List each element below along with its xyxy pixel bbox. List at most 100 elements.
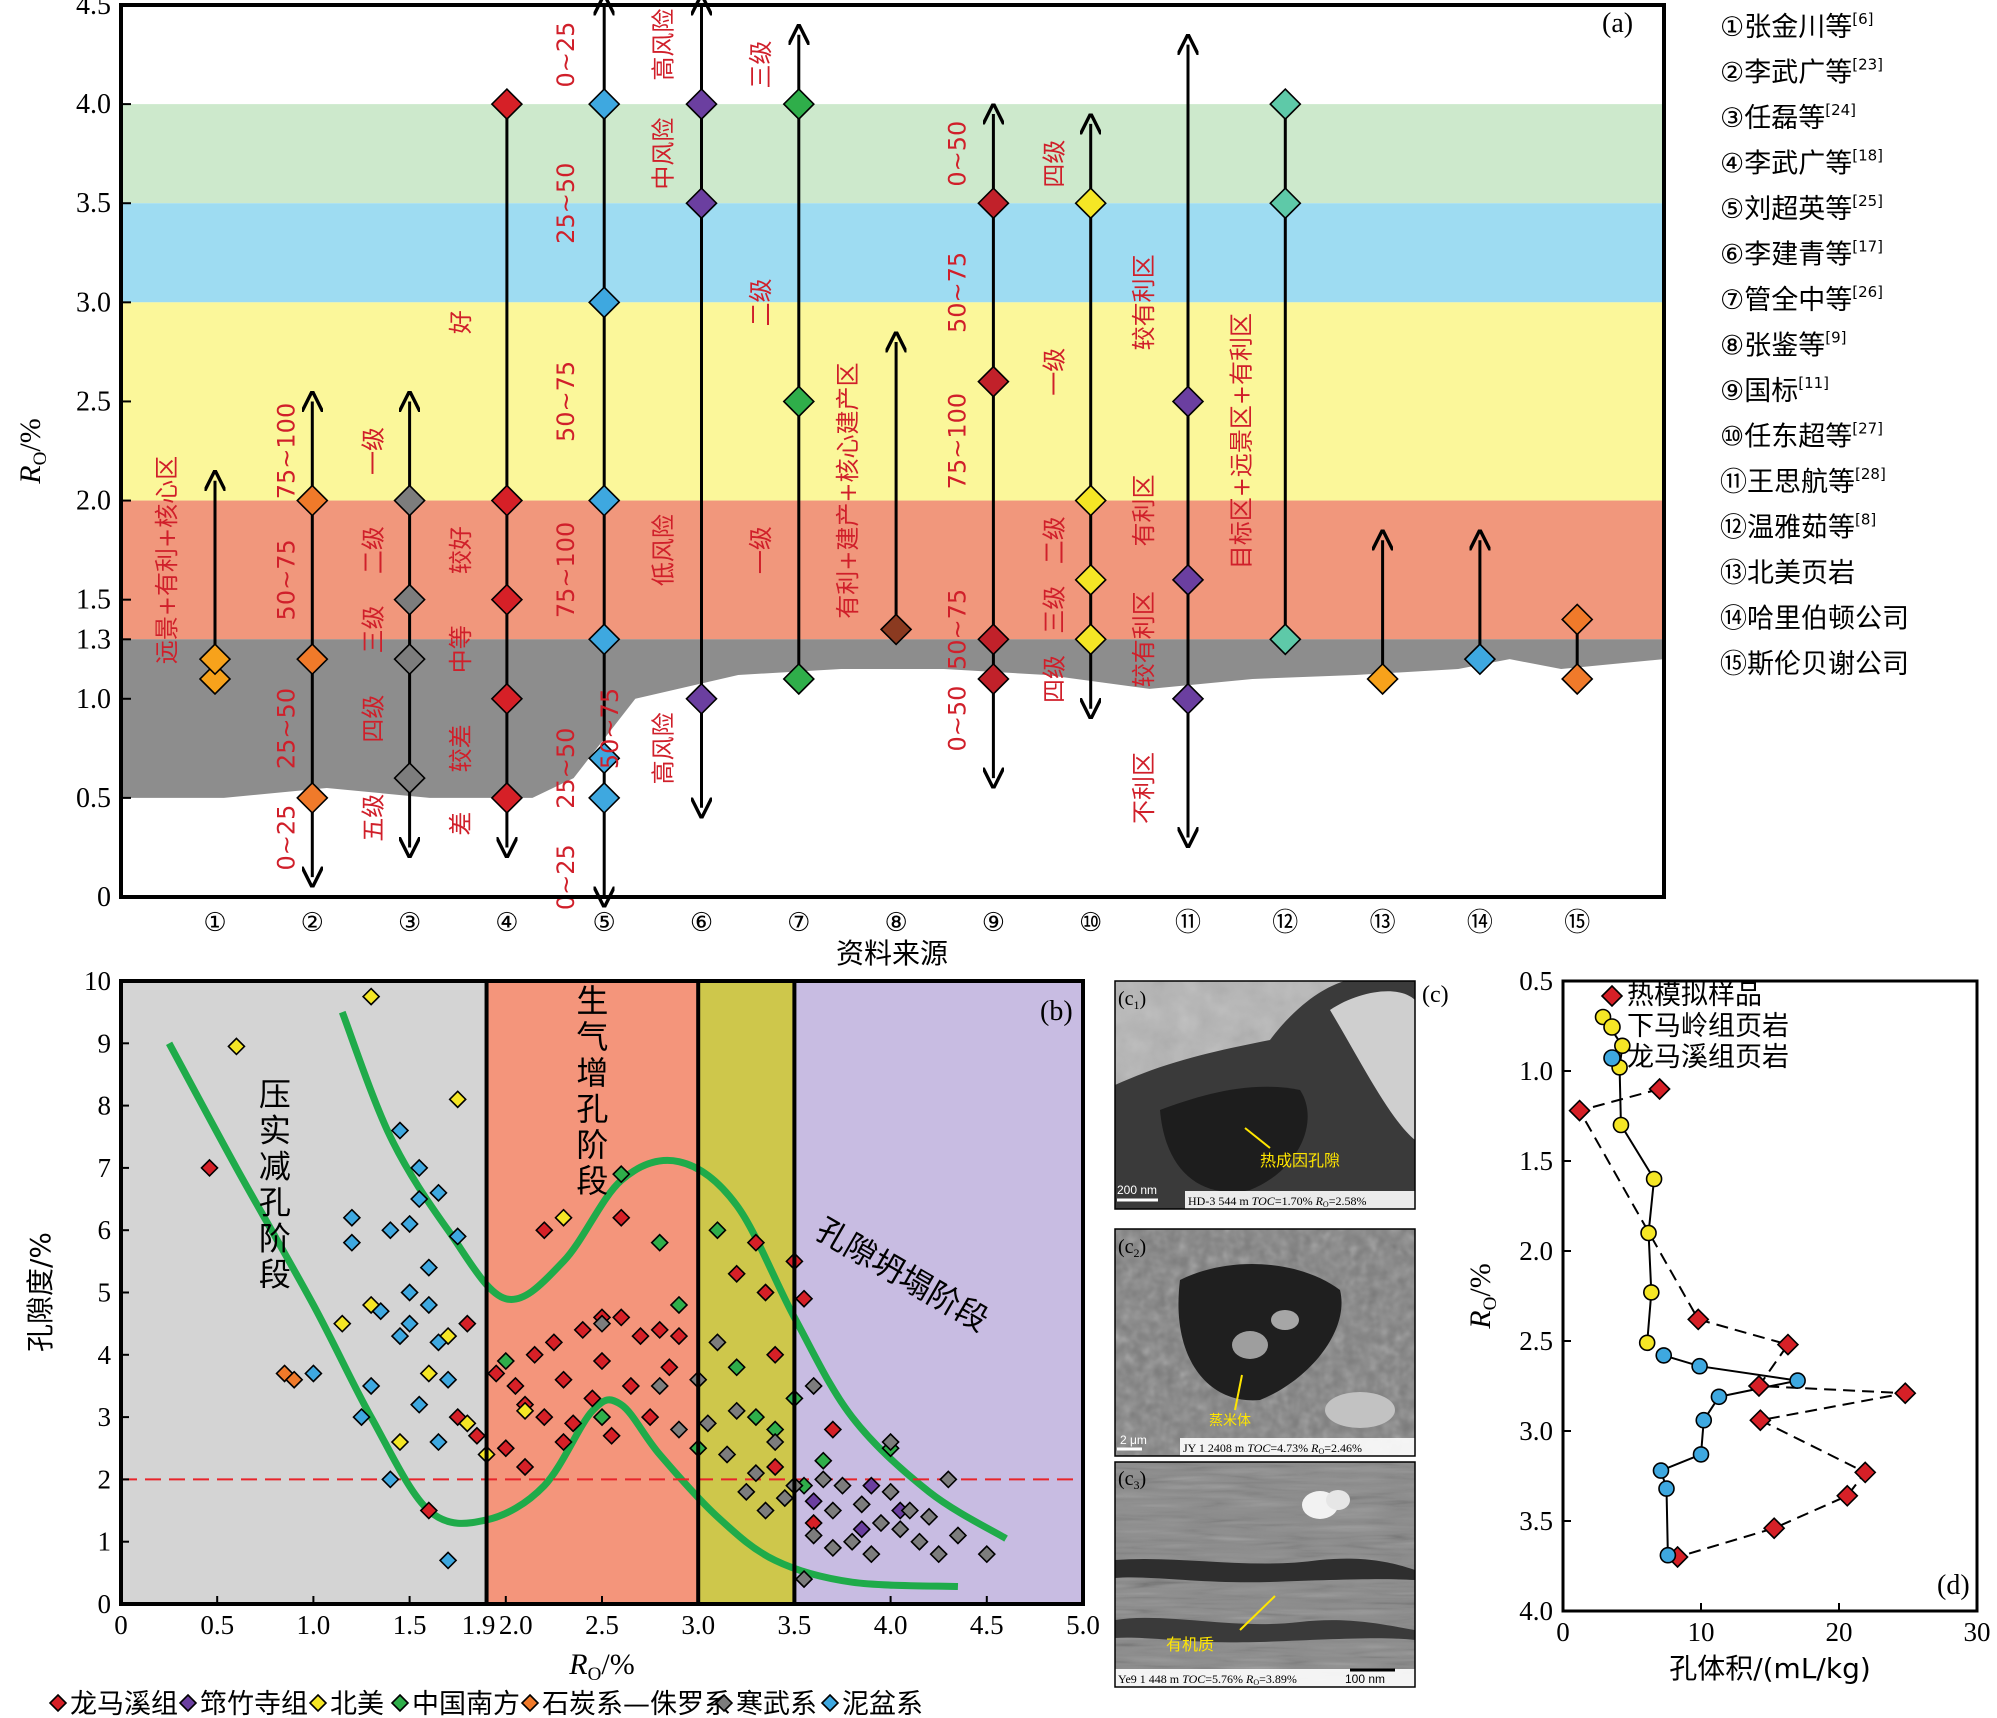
porosity-point-3-1 — [650, 1233, 669, 1252]
ro-band-2 — [121, 302, 1664, 501]
b-ytick-label-2: 2 — [98, 1464, 112, 1494]
ro-marker-5-0 — [588, 781, 621, 815]
porosity-point-5-0 — [592, 1314, 612, 1333]
b-ytick-label-7: 7 — [98, 1153, 112, 1183]
b-xtick-label-2: 1.0 — [297, 1610, 331, 1640]
porosity-point-6-6 — [390, 1326, 410, 1346]
porosity-point-5-5 — [708, 1333, 727, 1352]
porosity-point-6-1 — [342, 1233, 362, 1252]
porosity-point-3-6 — [746, 1407, 766, 1427]
porosity-point-0-27 — [660, 1358, 679, 1377]
ro-marker-5-2 — [588, 623, 621, 656]
svg-text:(c1): (c1) — [1118, 988, 1146, 1012]
d-xtick-label-0: 0 — [1556, 1617, 1570, 1647]
porosity-point-0-32 — [766, 1345, 785, 1364]
porosity-point-1-3 — [804, 1492, 823, 1511]
porosity-point-0-9 — [525, 1345, 544, 1364]
c1-scale: 200 nm — [1117, 1183, 1157, 1197]
porosity-point-5-29 — [948, 1526, 968, 1545]
panel-d: 0 10 20 30 0.5 1.0 1.5 2.0 2.5 3.0 3.5 4.0 (d) 孔体积/… — [1464, 966, 1991, 1685]
legend-entry-11: ⑪王思航等[28] — [1720, 465, 1886, 498]
d-ytick-label-5: 3.0 — [1519, 1416, 1553, 1446]
b-ytick-label-10: 10 — [84, 966, 111, 996]
porosity-point-5-2 — [669, 1420, 689, 1439]
legend-entry-15: ⑮斯伦贝谢公司 — [1720, 649, 1909, 680]
d-point-0-7 — [1854, 1461, 1877, 1484]
porosity-point-5-31 — [804, 1376, 823, 1396]
grade-label-3-1: 四级 — [360, 695, 388, 743]
svg-text:(c2): (c2) — [1118, 1236, 1146, 1260]
porosity-point-0-20 — [602, 1426, 621, 1445]
b-ytick-label-3: 3 — [98, 1402, 112, 1432]
d-series — [1568, 1008, 1917, 1569]
b-legend-marker-2 — [308, 1693, 328, 1713]
b-xlabel-sub: O — [588, 1664, 602, 1685]
grade-label-4-2: 中等 — [447, 625, 475, 673]
c2-arrow — [1234, 1374, 1243, 1411]
porosity-point-5-15 — [804, 1526, 823, 1545]
porosity-point-6-5 — [381, 1221, 400, 1240]
envelope-curve-upper — [338, 1010, 1008, 1542]
c1-caption: HD-3 544 m TOC=1.70% RO=2.58% — [1188, 1194, 1366, 1209]
grade-label-1-0: 远景+有利+核心区 — [153, 456, 181, 664]
d-ytick-label-0: 0.5 — [1519, 966, 1553, 996]
y-tick-label-8: 3.5 — [76, 188, 111, 219]
grade-label-6-3: 高风险 — [650, 9, 678, 81]
porosity-point-0-22 — [612, 1208, 631, 1227]
d-point-1-1 — [1614, 1037, 1631, 1055]
ro-marker-10-3 — [1074, 187, 1107, 220]
porosity-point-6-8 — [400, 1214, 419, 1234]
panel-a: 远景+有利+核心区0~2525~5050~7575~100五级四级三级二级一级差… — [14, 0, 1909, 970]
zone-label-0-5: 段 — [259, 1256, 291, 1294]
porosity-point-2-11 — [554, 1208, 573, 1227]
porosity-point-2-3 — [333, 1314, 352, 1333]
ro-marker-7-1 — [782, 385, 815, 418]
y-tick-label-7: 3.0 — [76, 287, 111, 318]
porosity-point-6-10 — [419, 1295, 438, 1315]
b-y-axis-title: 孔隙度/% — [24, 1232, 57, 1352]
grade-label-5-0: 0~25 — [552, 844, 580, 910]
d-legend-label-1: 下马岭组页岩 — [1627, 1011, 1789, 1042]
porosity-point-0-2 — [458, 1314, 477, 1333]
x-category-8: ⑧ — [884, 908, 907, 938]
porosity-point-6-14 — [390, 1121, 410, 1140]
b-legend-marker-1 — [178, 1693, 198, 1713]
legend-entry-7: ⑦管全中等[26] — [1720, 283, 1883, 316]
grade-label-5-5: 25~50 — [552, 163, 580, 244]
d-point-1-5 — [1640, 1224, 1657, 1242]
panel-a-label: (a) — [1602, 8, 1633, 39]
y-axis-title-main: R — [14, 465, 47, 484]
b-xtick-label-1: 0.5 — [200, 1610, 234, 1640]
porosity-point-0-16 — [573, 1320, 592, 1340]
ro-marker-4-0 — [490, 781, 524, 815]
grade-label-11-0: 不利区 — [1130, 752, 1158, 824]
porosity-point-6-0 — [304, 1364, 323, 1383]
zone-label-1-5: 段 — [576, 1162, 608, 1200]
grade-label-12-0: 目标区+远景区+有利区 — [1227, 313, 1255, 569]
porosity-point-0-25 — [640, 1407, 660, 1427]
porosity-point-0-5 — [496, 1439, 515, 1458]
stage-zone-1 — [486, 981, 699, 1604]
b-xtick-label-10: 4.5 — [970, 1610, 1004, 1640]
d-point-1-3 — [1612, 1116, 1630, 1134]
x-category-11: ⑪ — [1175, 908, 1201, 938]
ro-marker-8-0 — [879, 613, 913, 646]
grade-label-5-1: 25~50 — [552, 728, 580, 809]
porosity-point-0-0 — [200, 1158, 219, 1178]
porosity-point-6-20 — [419, 1258, 438, 1277]
porosity-point-5-33 — [823, 1538, 843, 1558]
porosity-point-0-10 — [535, 1407, 554, 1427]
porosity-point-6-9 — [410, 1158, 429, 1178]
y-tick-label-9: 4.0 — [76, 89, 111, 120]
d-legend-label-2: 龙马溪组页岩 — [1627, 1042, 1789, 1073]
porosity-point-5-1 — [650, 1376, 669, 1396]
grade-label-3-4: 一级 — [360, 427, 388, 475]
svg-text:RO/%: RO/% — [14, 418, 51, 484]
d-ytick-label-3: 2.0 — [1519, 1236, 1553, 1266]
grade-label-9-3: 50~75 — [943, 252, 971, 333]
porosity-point-6-17 — [438, 1551, 458, 1570]
porosity-point-5-27 — [929, 1545, 948, 1564]
porosity-point-2-8 — [458, 1414, 477, 1433]
zone-label-0-1: 实 — [259, 1112, 291, 1150]
b-xtick-label-8: 3.5 — [778, 1610, 812, 1640]
